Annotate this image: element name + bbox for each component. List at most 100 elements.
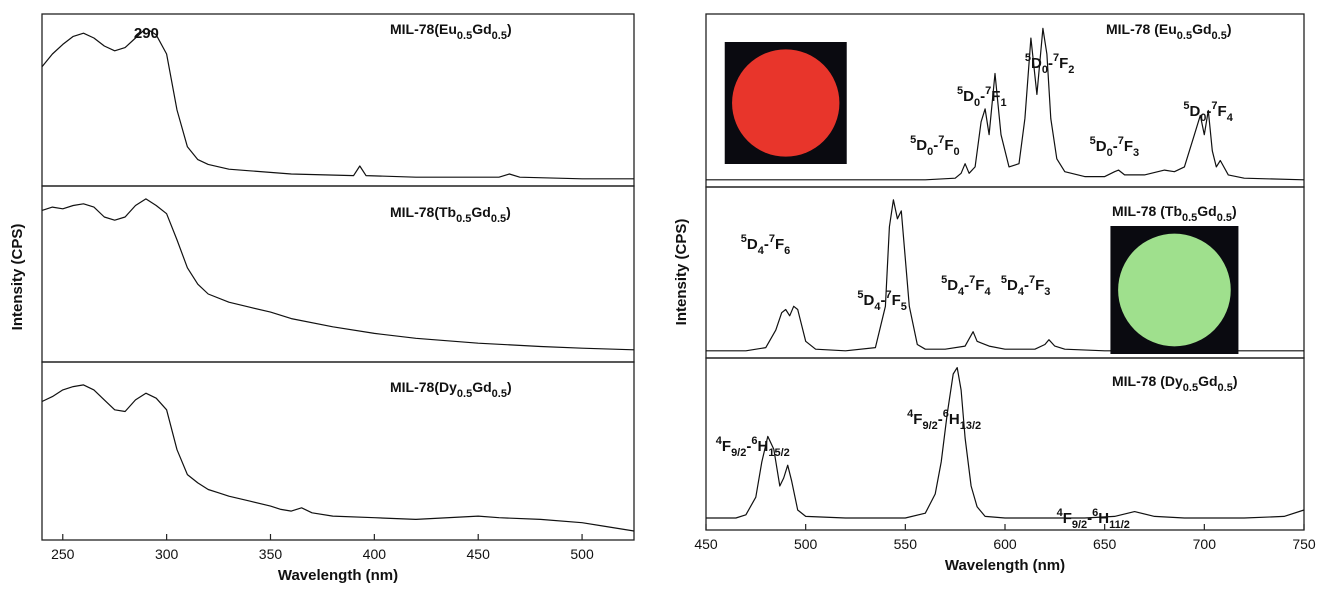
annotation-part: D xyxy=(1007,277,1018,294)
panel-label-part: 0.5 xyxy=(491,213,506,225)
annotation-part: 0 xyxy=(974,97,980,109)
panel-label-part: 0.5 xyxy=(1218,382,1233,394)
panel-label-part: Gd xyxy=(1192,21,1211,37)
panel-label-part: 0.5 xyxy=(1212,30,1227,42)
annotation-part: 4 xyxy=(958,286,965,298)
annotation-part: - xyxy=(1113,138,1118,155)
annotation-part: 0 xyxy=(1042,64,1048,76)
x-tick-label: 250 xyxy=(51,546,75,562)
annotation-part: 4 xyxy=(907,408,914,420)
annotation-part: 5 xyxy=(1090,135,1096,147)
annotation-part: H xyxy=(1098,510,1109,527)
x-axis-title: Wavelength (nm) xyxy=(945,557,1065,574)
annotation-part: 4 xyxy=(716,435,723,447)
annotation-part: H xyxy=(757,438,768,455)
spectrum-line xyxy=(706,199,1304,352)
annotation-part: 7 xyxy=(1211,100,1217,112)
annotation-part: F xyxy=(1124,138,1133,155)
annotation-part: 7 xyxy=(938,134,944,146)
annotation-part: - xyxy=(1024,277,1029,294)
panel-label-part: ) xyxy=(1232,203,1237,219)
panel-3: MIL-78 (Dy0.5Gd0.5)4F9/2-6H15/24F9/2-6H1… xyxy=(705,357,1305,531)
panel-1: MIL-78(Eu0.5Gd0.5)290 xyxy=(41,13,635,187)
annotation-part: 7 xyxy=(1118,135,1124,147)
panel-label: MIL-78 (Tb0.5Gd0.5) xyxy=(1112,203,1237,224)
panel-label-part: MIL-78(Tb xyxy=(390,204,456,220)
panel-label-part: 0.5 xyxy=(492,30,507,42)
sample-disc xyxy=(1118,233,1231,347)
annotation-part: 7 xyxy=(769,233,775,245)
annotation-part: D xyxy=(1189,103,1200,120)
annotation-part: 7 xyxy=(985,85,991,97)
peak-annotation: 4F9/2-6H11/2 xyxy=(1057,507,1130,531)
panel-label-part: MIL-78(Eu xyxy=(390,21,457,37)
panel-2: MIL-78(Tb0.5Gd0.5) xyxy=(41,185,635,363)
annotation-part: 1 xyxy=(1000,97,1006,109)
annotation-part: 13/2 xyxy=(960,420,981,432)
annotation-part: F xyxy=(991,88,1000,105)
sample-photo-inset xyxy=(724,42,847,164)
peak-annotation: 4F9/2-6H13/2 xyxy=(907,408,981,432)
annotation-part: 4 xyxy=(1018,286,1025,298)
panel-label-part: ) xyxy=(1227,21,1232,37)
annotation-part: F xyxy=(722,438,731,455)
annotation-part: 4 xyxy=(1057,507,1064,519)
annotation-part: D xyxy=(947,277,958,294)
x-tick-label: 650 xyxy=(1093,536,1117,552)
panel-label-part: Gd xyxy=(471,204,490,220)
annotation-part: 6 xyxy=(943,408,949,420)
panel-label-part: ) xyxy=(1233,373,1238,389)
sample-photo-inset xyxy=(1110,226,1239,354)
panel-label-part: 0.5 xyxy=(1182,212,1197,224)
annotation-part: D xyxy=(1031,55,1042,72)
panel-label-part: Gd xyxy=(1197,203,1216,219)
panel-frame xyxy=(41,185,635,363)
peak-annotation: 5D0-7F3 xyxy=(1090,135,1140,159)
panel-label-part: 0.5 xyxy=(1217,212,1232,224)
sample-disc xyxy=(732,49,840,157)
peak-annotation: 5D0-7F0 xyxy=(910,134,960,158)
peak-annotation: 5D0-7F1 xyxy=(957,85,1007,109)
spectrum-line xyxy=(41,27,634,180)
x-tick-label: 500 xyxy=(794,536,818,552)
annotation-part: 0 xyxy=(1200,112,1206,124)
chart-1: MIL-78(Eu0.5Gd0.5)290MIL-78(Tb0.5Gd0.5)M… xyxy=(9,13,635,584)
x-tick-label: 700 xyxy=(1193,536,1217,552)
annotation-part: F xyxy=(775,236,784,253)
x-axis-title: Wavelength (nm) xyxy=(278,567,398,584)
panel-frame xyxy=(41,361,635,541)
annotation-part: F xyxy=(944,137,953,154)
annotation-part: 4 xyxy=(1227,112,1234,124)
annotation-part: 7 xyxy=(1029,274,1035,286)
panel-label-part: ) xyxy=(506,204,511,220)
annotation-part: F xyxy=(975,277,984,294)
annotation-part: 9/2 xyxy=(922,420,937,432)
annotation-part: - xyxy=(1048,55,1053,72)
annotation-part: - xyxy=(980,88,985,105)
panel-label-part: MIL-78 (Eu xyxy=(1106,21,1177,37)
annotation-part: 7 xyxy=(969,274,975,286)
panel-label-part: MIL-78(Dy xyxy=(390,379,457,395)
annotation-part: 4 xyxy=(874,301,881,313)
annotation-part: 5 xyxy=(910,134,916,146)
annotation-part: 6 xyxy=(1092,507,1098,519)
annotation-part: - xyxy=(1206,103,1211,120)
annotation-part: 7 xyxy=(885,289,891,301)
annotation-part: F xyxy=(892,292,901,309)
spectrum-line xyxy=(706,27,1305,181)
panel-label: MIL-78(Eu0.5Gd0.5) xyxy=(390,21,512,42)
annotation-part: F xyxy=(1063,510,1072,527)
spectrum-line xyxy=(706,367,1305,519)
annotation-part: 5 xyxy=(1001,274,1007,286)
panel-label-part: MIL-78 (Tb xyxy=(1112,203,1182,219)
annotation-part: 0 xyxy=(954,146,960,158)
peak-annotation: 290 xyxy=(134,25,159,42)
annotation-part: 5 xyxy=(857,289,863,301)
annotation-part: 5 xyxy=(1025,52,1031,64)
y-axis-title: Intensity (CPS) xyxy=(673,219,690,326)
x-tick-label: 550 xyxy=(894,536,918,552)
annotation-part: 5 xyxy=(957,85,963,97)
annotation-part: 5 xyxy=(741,233,747,245)
annotation-part: 11/2 xyxy=(1109,519,1130,531)
